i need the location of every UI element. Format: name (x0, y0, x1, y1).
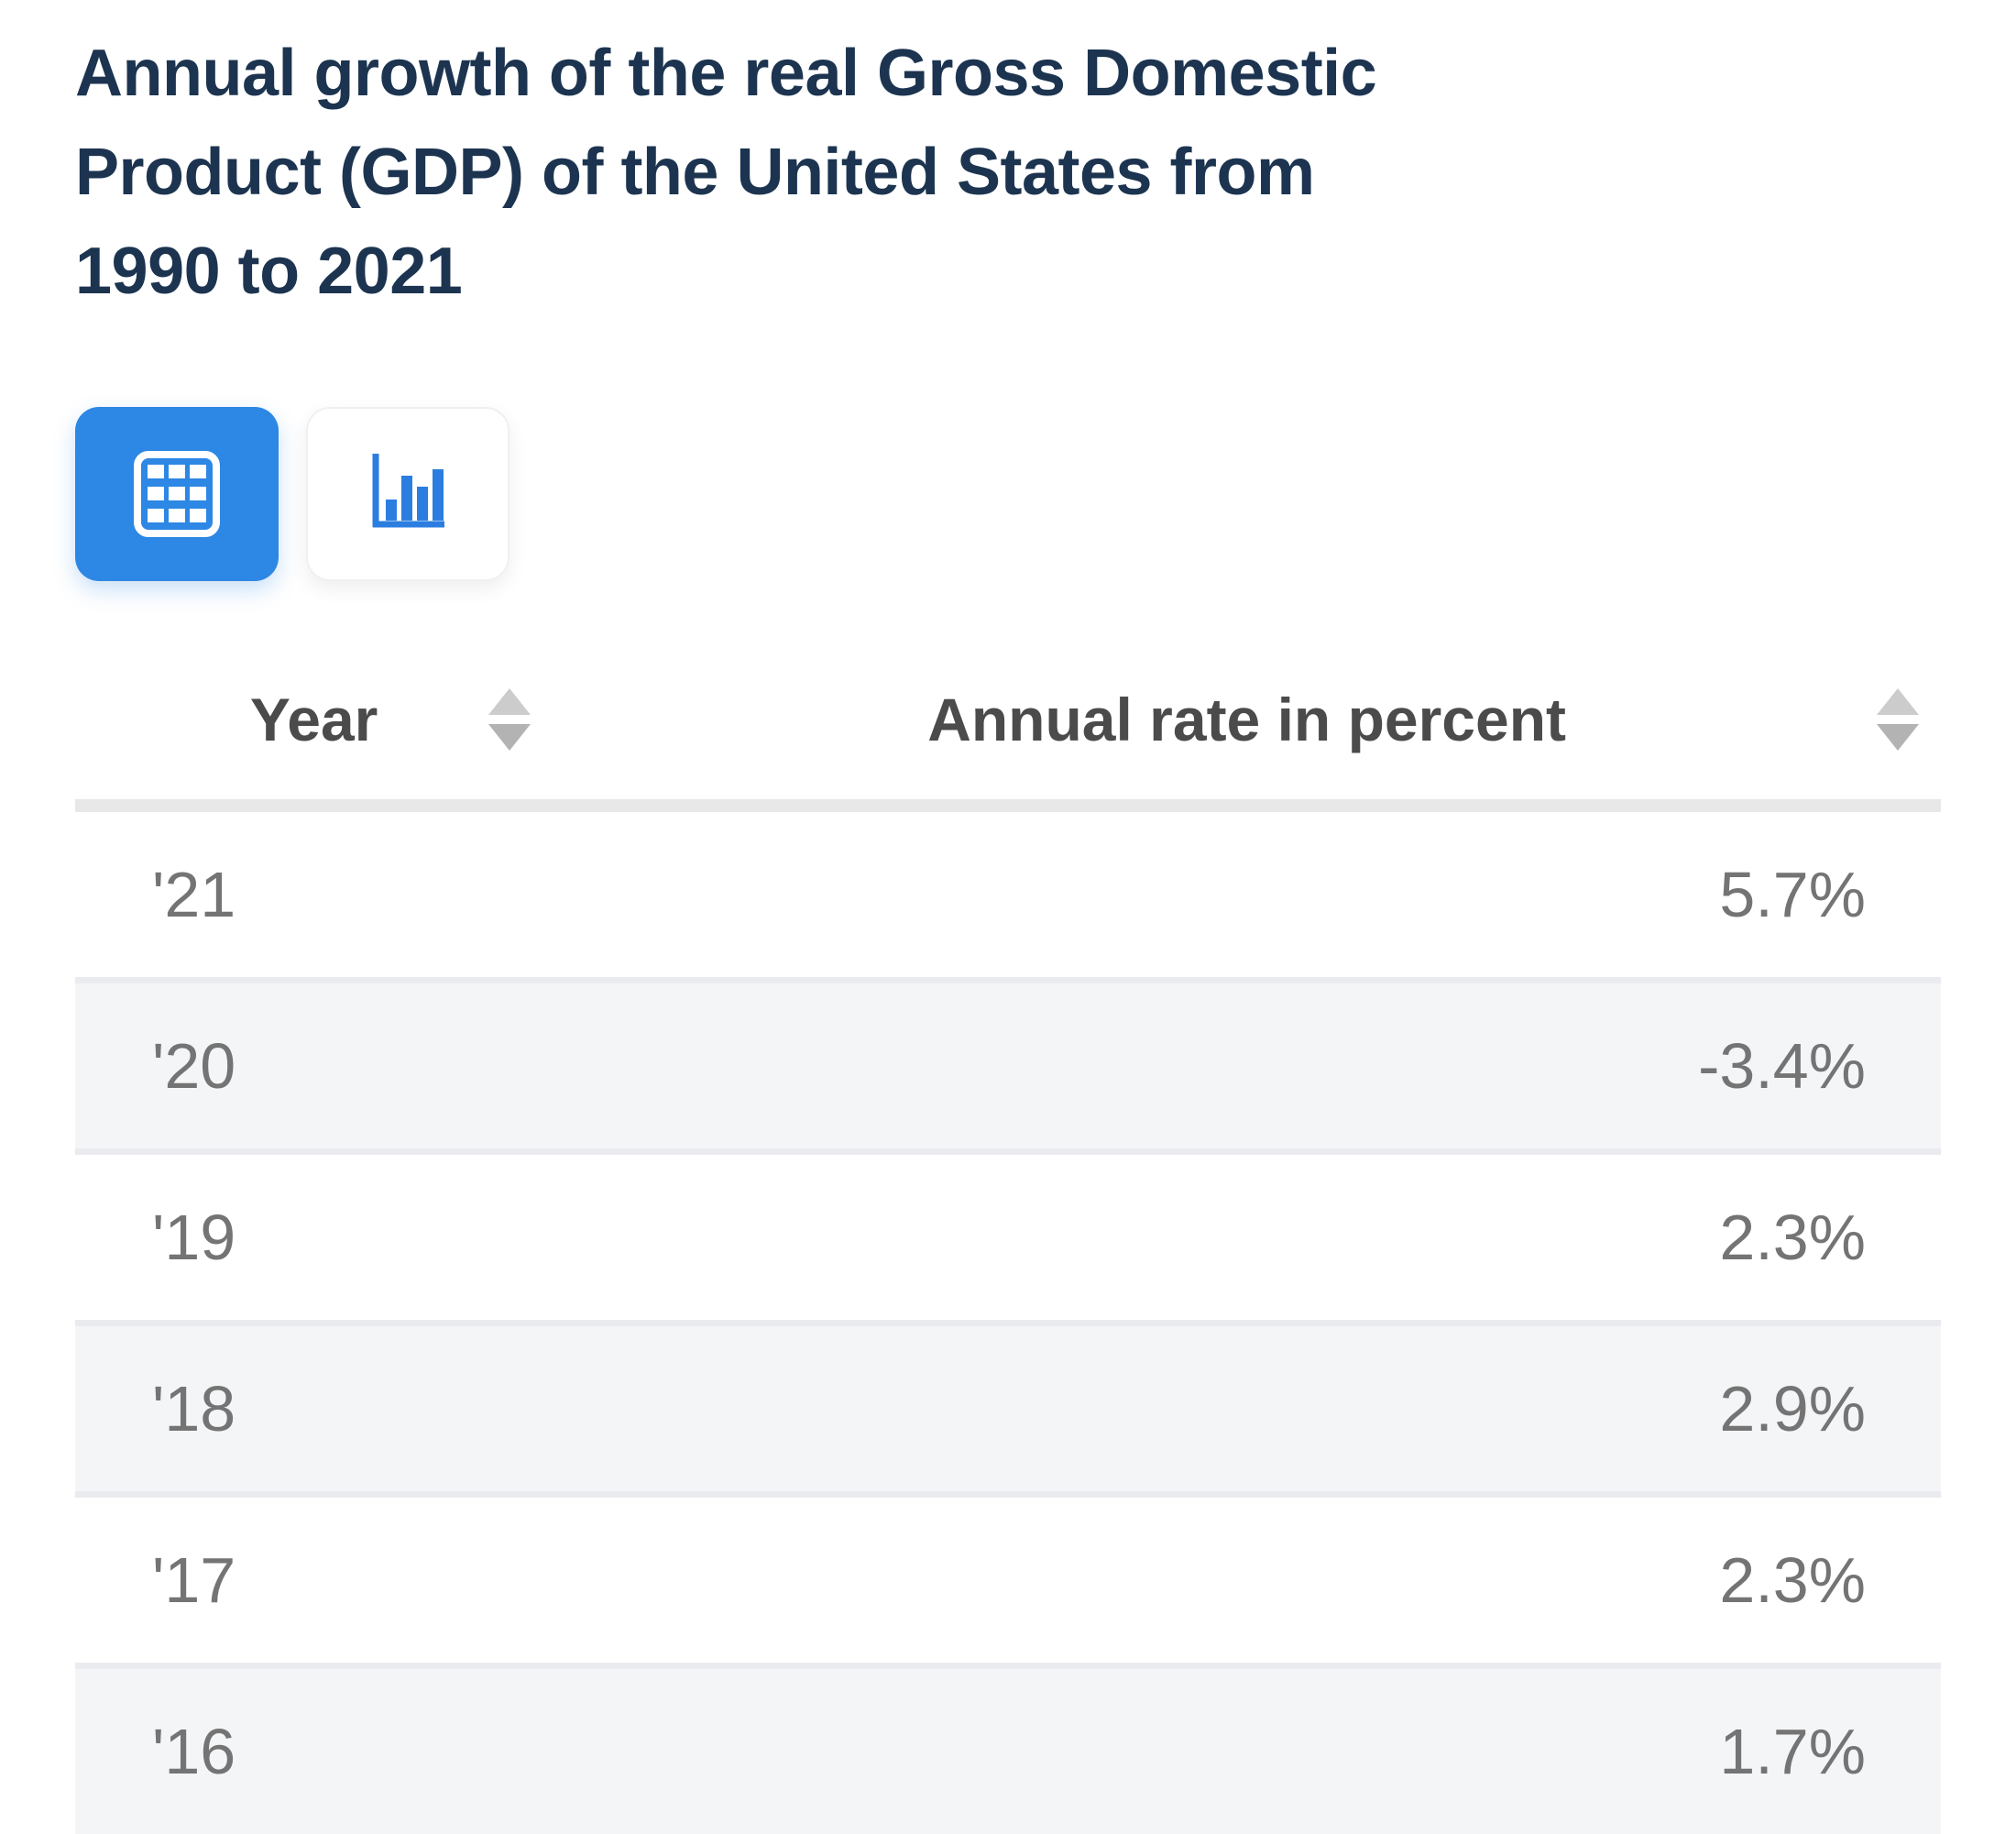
table-row: '21 5.7% (75, 812, 1941, 977)
value-cell: 5.7% (1719, 859, 1866, 930)
value-cell: 2.9% (1719, 1373, 1866, 1444)
data-table: Year Annual rate in percent '2 (75, 640, 1941, 1834)
table-grid-icon (131, 448, 223, 540)
column-header-year-label: Year (249, 686, 378, 753)
year-cell: '17 (152, 1544, 236, 1616)
table-row: '16 1.7% (75, 1663, 1941, 1834)
year-cell: '21 (152, 859, 236, 930)
chart-view-button[interactable] (306, 407, 509, 581)
table-body: '21 5.7% '20 -3.4% '19 2.3% '18 2.9% '17 2.3% '16 1… (75, 812, 1941, 1834)
year-cell: '20 (152, 1030, 236, 1102)
page-title: Annual growth of the real Gross Domestic… (75, 37, 1377, 308)
value-cell: 2.3% (1719, 1544, 1866, 1616)
value-cell: 1.7% (1719, 1716, 1866, 1787)
table-header: Year Annual rate in percent (75, 640, 1941, 812)
sort-icon[interactable] (488, 688, 531, 751)
table-row: '20 -3.4% (75, 977, 1941, 1148)
value-cell: -3.4% (1698, 1030, 1866, 1102)
table-row: '17 2.3% (75, 1491, 1941, 1663)
year-cell: '16 (152, 1716, 236, 1787)
table-view-button[interactable] (75, 407, 279, 581)
view-toggle (75, 407, 1941, 581)
column-header-rate[interactable]: Annual rate in percent (553, 640, 1941, 799)
year-cell: '19 (152, 1202, 236, 1273)
table-row: '18 2.9% (75, 1320, 1941, 1491)
value-cell: 2.3% (1719, 1202, 1866, 1273)
column-header-year[interactable]: Year (75, 640, 553, 799)
column-header-rate-label: Annual rate in percent (927, 686, 1566, 753)
year-cell: '18 (152, 1373, 236, 1444)
table-row: '19 2.3% (75, 1148, 1941, 1320)
bar-chart-icon (360, 446, 455, 542)
sort-icon[interactable] (1876, 688, 1919, 751)
